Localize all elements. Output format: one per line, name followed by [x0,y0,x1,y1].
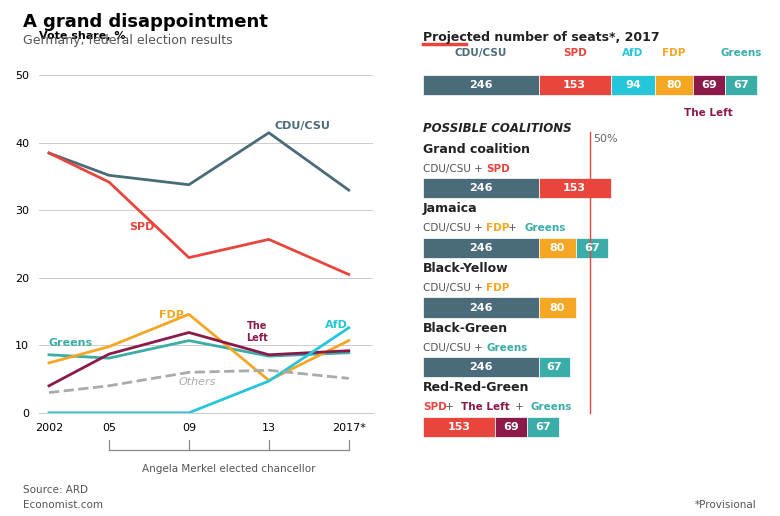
Text: 80: 80 [550,302,566,313]
Text: 67: 67 [547,362,562,372]
Text: Grand coalition: Grand coalition [423,142,530,156]
Text: FDP: FDP [662,49,686,58]
Bar [423,416,495,437]
Text: CDU/CSU +: CDU/CSU + [423,343,486,352]
Text: 246: 246 [469,302,492,313]
Bar [539,297,576,318]
Text: 153: 153 [563,183,586,193]
Text: SPD: SPD [423,402,447,412]
Text: Black-Green: Black-Green [423,321,508,334]
Text: AfD: AfD [622,49,644,58]
Text: The Left: The Left [461,402,509,412]
Text: FDP: FDP [486,223,509,233]
Bar [423,297,539,318]
Bar [423,357,539,377]
Text: 94: 94 [625,80,640,90]
Bar [527,416,559,437]
Text: Vote share, %: Vote share, % [39,31,126,41]
Bar [423,74,539,95]
Text: A grand disappointment: A grand disappointment [23,13,268,31]
Text: Jamaica: Jamaica [423,202,477,215]
Text: Greens: Greens [720,49,761,58]
Text: 246: 246 [469,243,492,253]
Text: Angela Merkel elected chancellor: Angela Merkel elected chancellor [142,463,316,474]
Text: Greens: Greens [530,402,572,412]
Text: Germany, federal election results: Germany, federal election results [23,34,233,46]
Text: 80: 80 [550,243,566,253]
Text: The
Left: The Left [246,321,268,343]
Bar [693,74,725,95]
Text: 69: 69 [503,422,519,432]
Bar [423,238,539,258]
Bar [539,178,611,199]
Text: SPD: SPD [129,222,154,232]
Text: 153: 153 [563,80,586,90]
Text: Projected number of seats*, 2017: Projected number of seats*, 2017 [423,31,659,44]
Bar [539,357,570,377]
Text: 67: 67 [733,80,749,90]
Text: +: + [441,402,457,412]
Text: 246: 246 [469,362,492,372]
Text: The Left: The Left [684,108,733,118]
Text: SPD: SPD [563,49,587,58]
Text: FDP: FDP [159,310,184,320]
Text: Greens: Greens [524,223,566,233]
Text: CDU/CSU +: CDU/CSU + [423,283,486,293]
Text: 246: 246 [469,80,492,90]
Text: 80: 80 [666,80,682,90]
Text: CDU/CSU: CDU/CSU [455,49,507,58]
Text: CDU/CSU +: CDU/CSU + [423,164,486,174]
Text: 69: 69 [701,80,717,90]
Text: Greens: Greens [49,338,93,348]
Text: AfD: AfD [324,320,348,330]
Bar [539,238,576,258]
Text: Black-Yellow: Black-Yellow [423,262,509,275]
Text: SPD: SPD [486,164,510,174]
Text: *Provisional: *Provisional [695,500,757,510]
Text: 153: 153 [448,422,470,432]
Text: FDP: FDP [486,283,509,293]
Text: 67: 67 [535,422,551,432]
Bar [423,178,539,199]
Text: 246: 246 [469,183,492,193]
Text: CDU/CSU: CDU/CSU [275,121,331,131]
Text: Greens: Greens [486,343,527,352]
Text: POSSIBLE COALITIONS: POSSIBLE COALITIONS [423,122,572,135]
Bar [495,416,527,437]
Bar [539,74,611,95]
Text: CDU/CSU +: CDU/CSU + [423,223,486,233]
Text: 67: 67 [584,243,600,253]
Bar [611,74,655,95]
Bar [655,74,693,95]
Bar [725,74,757,95]
Text: Others: Others [179,377,216,388]
Text: +: + [512,402,526,412]
Text: Source: ARD: Source: ARD [23,485,88,495]
Bar [576,238,608,258]
Text: 50%: 50% [594,134,618,144]
Text: Economist.com: Economist.com [23,500,104,510]
Text: Red-Red-Green: Red-Red-Green [423,381,530,394]
Text: +: + [505,223,520,233]
